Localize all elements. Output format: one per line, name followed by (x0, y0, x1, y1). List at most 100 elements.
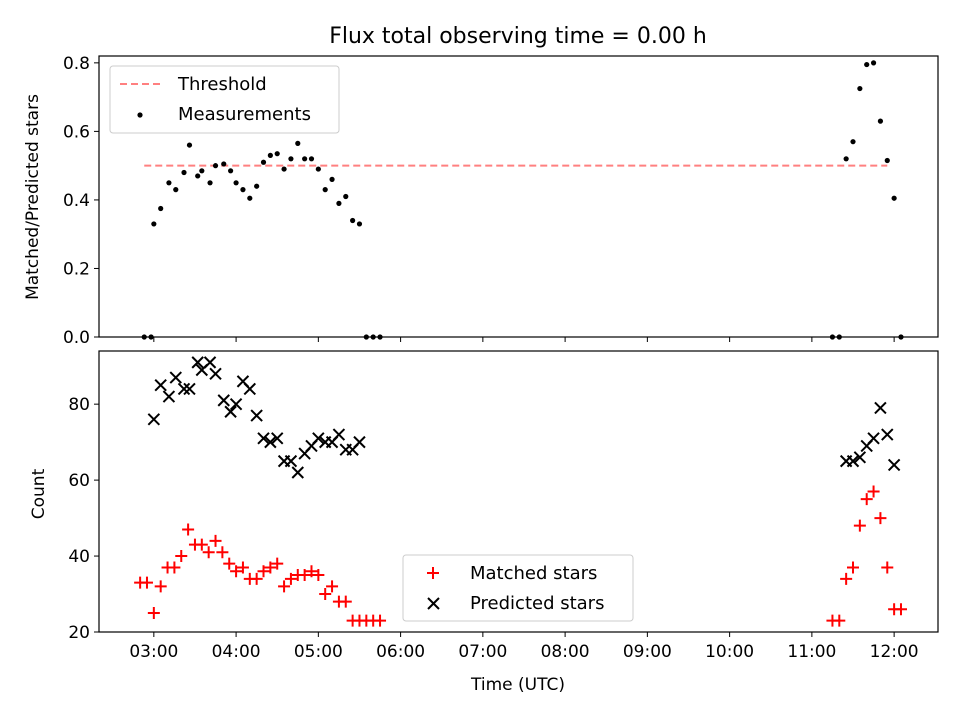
matched-star-point (271, 557, 284, 570)
measurement-point (151, 221, 157, 227)
bottom-legend-frame (402, 554, 634, 622)
measurement-point (836, 334, 842, 340)
matched-star-point (298, 569, 311, 582)
matched-star-point (284, 572, 297, 585)
predicted-star-point (183, 382, 196, 396)
matched-star-point (833, 614, 846, 627)
measurement-point (207, 180, 213, 186)
matched-star-point (140, 576, 153, 589)
x-tick-label: 10:00 (705, 642, 754, 662)
measurement-point (148, 334, 154, 340)
legend-predicted-swatch (427, 597, 440, 610)
measurement-point (274, 151, 280, 157)
measurement-point (850, 139, 856, 145)
matched-star-point (867, 485, 880, 498)
predicted-star-point (853, 451, 867, 464)
predicted-star-point (209, 367, 222, 380)
measurement-point (195, 173, 201, 179)
legend-threshold-label: Threshold (177, 74, 267, 95)
predicted-star-point (312, 432, 325, 445)
predicted-star-point (177, 382, 191, 396)
matched-star-point (860, 493, 873, 506)
measurement-point (322, 187, 328, 193)
measurement-point (141, 334, 147, 340)
measurement-point (329, 176, 335, 182)
y-tick-label: 60 (68, 471, 90, 491)
measurement-point (377, 334, 383, 340)
matched-star-point (874, 512, 887, 525)
measurement-point (288, 156, 294, 162)
matched-star-point (154, 580, 167, 593)
matched-star-point (230, 565, 243, 578)
measurement-point (308, 156, 315, 162)
matched-star-point (339, 595, 352, 608)
measurement-point (356, 221, 363, 227)
measurement-point (363, 334, 369, 340)
matched-star-point (840, 572, 853, 585)
matched-star-point (202, 546, 215, 559)
measurement-point (370, 334, 376, 340)
matched-star-point (305, 565, 318, 578)
measurement-point (343, 193, 349, 200)
x-tick-label: 08:00 (541, 642, 590, 662)
x-axis-label: Time (UTC) (470, 675, 565, 695)
legend-predicted-label: Predicted stars (470, 593, 604, 614)
measurement-point (233, 180, 239, 186)
top-ylabel: Matched/Predicted stars (23, 94, 43, 300)
chart-title: Flux total observing time = 0.00 h (329, 24, 707, 49)
matched-star-point (209, 534, 222, 547)
matched-star-point (182, 523, 195, 536)
matched-star-point (147, 607, 160, 620)
legend-measurements-label: Measurements (178, 104, 311, 125)
predicted-star-point (264, 435, 277, 449)
matched-star-point (250, 572, 263, 585)
y-tick-label: 0.0 (63, 328, 90, 348)
measurement-point (228, 168, 234, 174)
x-tick-label: 06:00 (376, 642, 425, 662)
y-tick-label: 40 (68, 547, 90, 567)
predicted-star-point (203, 356, 217, 369)
predicted-star-point (284, 454, 298, 468)
legend-matched-label: Matched stars (470, 563, 597, 584)
measurement-point (857, 85, 863, 92)
measurement-point (158, 205, 164, 212)
plot-frame (98, 350, 939, 633)
plot-frame (98, 55, 939, 338)
measurement-point (843, 156, 849, 162)
predicted-star-point (881, 428, 894, 441)
measurement-point (877, 118, 884, 124)
predicted-star-point (191, 356, 204, 369)
predicted-star-point (147, 413, 161, 426)
bottom-legend: Matched stars Predicted stars (402, 554, 634, 622)
y-tick-label: 0.2 (63, 259, 90, 279)
matched-star-point (319, 588, 332, 601)
matched-star-point (236, 561, 249, 574)
measurement-point (302, 156, 308, 162)
measurement-point (898, 334, 904, 340)
measurement-point (173, 187, 179, 193)
matched-star-point (853, 519, 866, 532)
measurement-point (267, 152, 273, 158)
measurement-point (221, 161, 227, 167)
predicted-star-point (332, 428, 346, 441)
top-marks (141, 60, 904, 340)
matched-star-point (847, 561, 860, 574)
bottom-ylabel: Count (29, 468, 49, 519)
predicted-star-point (291, 466, 304, 479)
measurement-point (240, 187, 246, 193)
measurement-point (315, 166, 321, 172)
matched-star-point (257, 565, 270, 578)
measurement-point (247, 195, 253, 201)
measurement-point (891, 195, 897, 201)
legend-measurements-swatch (137, 112, 143, 118)
top-panel: 0.0 0.2 0.4 0.6 0.8 (63, 54, 939, 348)
matched-star-point (195, 538, 208, 551)
predicted-star-point (243, 382, 257, 396)
top-legend: Threshold Measurements (109, 65, 340, 134)
x-tick-label: 11:00 (787, 642, 836, 662)
top-legend-frame (109, 65, 340, 134)
matched-star-point (264, 561, 277, 574)
predicted-star-point (162, 390, 176, 403)
predicted-star-point (887, 458, 901, 472)
